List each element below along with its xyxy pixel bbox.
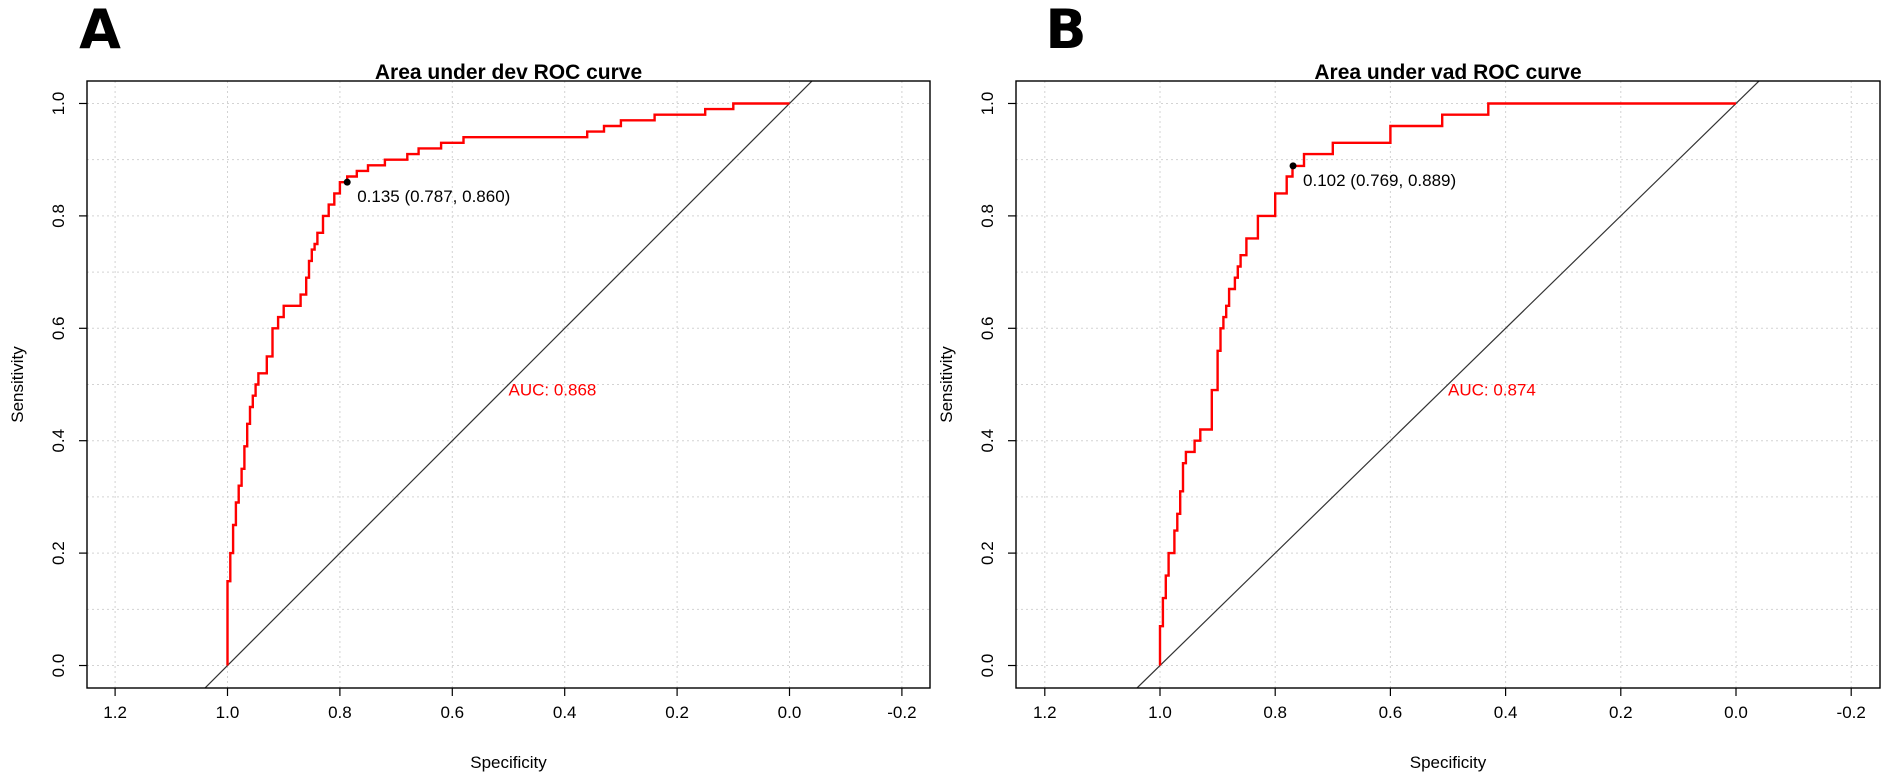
x-axis-title: Specificity	[470, 753, 547, 772]
y-tick-label: 0.2	[49, 541, 68, 565]
panel-label: B	[1045, 0, 1086, 61]
x-tick-label: -0.2	[887, 703, 916, 722]
y-tick-label: 0.8	[978, 204, 997, 228]
x-tick-label: 0.4	[553, 703, 577, 722]
x-tick-label: 0.6	[440, 703, 464, 722]
auc-label: AUC: 0.874	[1448, 381, 1536, 400]
chart-panel-b: B Area under vad ROC curve 0.102 (0.769, 0…	[937, 0, 1881, 772]
y-tick-label: 1.0	[49, 92, 68, 116]
x-tick-label: 0.2	[665, 703, 689, 722]
x-tick-label: 1.2	[1033, 703, 1057, 722]
x-tick-label: 0.8	[1263, 703, 1287, 722]
x-tick-label: 1.0	[216, 703, 240, 722]
x-tick-label: 0.8	[328, 703, 352, 722]
y-tick-label: 0.0	[978, 654, 997, 678]
x-tick-label: 0.6	[1379, 703, 1403, 722]
plot-frame	[86, 80, 931, 689]
x-tick-label: -0.2	[1837, 703, 1866, 722]
reference-diagonal-line	[204, 81, 813, 688]
threshold-label: 0.102 (0.769, 0.889)	[1303, 171, 1456, 190]
y-tick-label: 0.8	[49, 204, 68, 228]
panel-label: A	[79, 0, 121, 61]
x-tick-label: 1.0	[1148, 703, 1172, 722]
reference-diagonal-line	[1136, 81, 1760, 688]
x-tick-label: 0.4	[1494, 703, 1518, 722]
x-tick-label: 0.0	[778, 703, 802, 722]
chart-title: Area under vad ROC curve	[1314, 61, 1581, 84]
chart-panel-a: A Area under dev ROC curve 0.135 (0.787, 0…	[8, 0, 931, 772]
roc-curve-line	[226, 102, 790, 666]
y-tick-label: 0.2	[978, 541, 997, 565]
y-tick-label: 0.4	[49, 429, 68, 453]
y-tick-label: 0.4	[978, 429, 997, 453]
threshold-label: 0.135 (0.787, 0.860)	[357, 187, 510, 206]
y-axis-title: Sensitivity	[8, 346, 27, 423]
y-axis-title: Sensitivity	[937, 346, 956, 423]
y-tick-label: 1.0	[978, 92, 997, 116]
x-tick-label: 0.2	[1609, 703, 1633, 722]
y-tick-label: 0.6	[978, 316, 997, 340]
chart-title: Area under dev ROC curve	[375, 61, 642, 84]
auc-label: AUC: 0.868	[509, 381, 597, 400]
x-tick-label: 1.2	[103, 703, 127, 722]
x-axis-title: Specificity	[1410, 753, 1487, 772]
threshold-point	[1289, 162, 1297, 170]
y-tick-label: 0.0	[49, 654, 68, 678]
roc-curve-line	[1158, 102, 1736, 666]
plot-frame	[1015, 80, 1881, 689]
threshold-point	[343, 178, 351, 186]
y-tick-label: 0.6	[49, 316, 68, 340]
x-tick-label: 0.0	[1724, 703, 1748, 722]
